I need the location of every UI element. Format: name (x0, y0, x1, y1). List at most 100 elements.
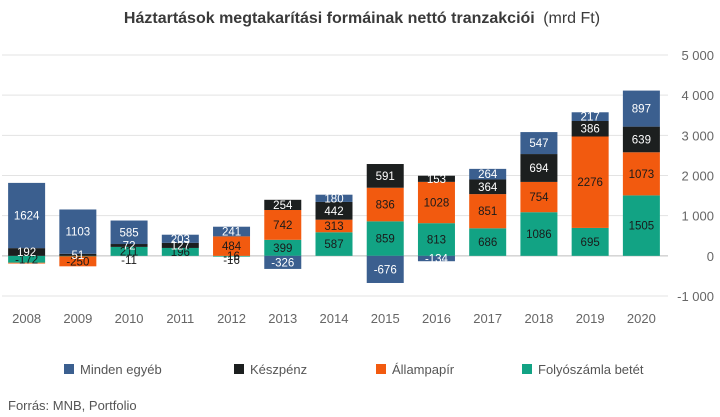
x-tick-label: 2011 (166, 311, 194, 326)
chart-title: Háztartások megtakarítási formáinak nett… (124, 10, 600, 27)
bar-segment (8, 255, 46, 263)
bar-segment (417, 175, 455, 182)
data-label: 1086 (526, 229, 552, 241)
data-label: 1505 (629, 221, 655, 233)
data-label: 442 (324, 206, 343, 218)
x-tick-label: 2020 (627, 311, 656, 326)
x-tick-label: 2017 (473, 311, 502, 326)
data-label: 180 (324, 193, 343, 205)
bar-segment (622, 126, 660, 153)
data-label: 897 (632, 104, 651, 116)
bar-segment (520, 181, 558, 213)
data-label: 694 (529, 163, 549, 175)
bar-segment (264, 255, 302, 269)
data-label: 754 (529, 192, 549, 204)
data-label: 386 (581, 124, 600, 136)
bar-segment (59, 256, 97, 267)
legend-swatch (522, 364, 532, 374)
data-label: 241 (222, 227, 241, 239)
data-label: 742 (273, 220, 292, 232)
bar-segment (571, 112, 609, 121)
data-label: 254 (273, 200, 293, 212)
legend-swatch (234, 364, 244, 374)
x-tick-label: 2009 (63, 311, 92, 326)
bar-segment (366, 221, 404, 256)
y-axis-ticks: -1 000 0 1 000 2 000 3 000 4 000 5 000 (677, 48, 714, 304)
data-label: 1103 (65, 227, 90, 239)
bar-segment (520, 212, 558, 256)
y-tick-label: 1 000 (681, 209, 714, 224)
legend-label: Minden egyéb (80, 362, 162, 377)
bar-segment (571, 136, 609, 228)
bar-segment (213, 236, 251, 256)
y-tick-label: 2 000 (681, 169, 714, 184)
data-label: 686 (478, 237, 497, 249)
data-label: 851 (478, 206, 497, 218)
bar-segment (161, 234, 199, 243)
grid-lines (2, 54, 668, 297)
bar-segment (59, 209, 97, 254)
y-tick-label: 4 000 (681, 88, 714, 103)
bar-segment (59, 253, 97, 256)
bar-segment (264, 239, 302, 256)
bar-segment (417, 223, 455, 256)
data-label: 211 (120, 246, 138, 258)
chart-title-main: Háztartások megtakarítási formáinak nett… (124, 10, 535, 27)
data-label: -676 (374, 264, 397, 276)
legend-label: Készpénz (250, 362, 307, 377)
bar-segment (8, 262, 46, 264)
data-label: -326 (271, 257, 294, 269)
bar-segment (571, 120, 609, 137)
bar-segment (571, 227, 609, 256)
bar-segment (417, 181, 455, 224)
legend-swatch (64, 364, 74, 374)
data-label: -16 (223, 255, 240, 267)
bar-segment (8, 182, 46, 249)
data-label: -172 (15, 254, 38, 266)
svg-text:Háztartások megtakarítási form: Háztartások megtakarítási formáinak nett… (124, 10, 600, 27)
y-tick-label: 0 (707, 249, 714, 264)
data-label: 639 (632, 134, 651, 146)
chart-title-unit: (mrd Ft) (543, 10, 600, 27)
x-tick-label: 2013 (268, 311, 297, 326)
bar-segment (520, 154, 558, 182)
source-note: Forrás: MNB, Portfolio (8, 398, 137, 413)
bar-segment (161, 242, 199, 248)
data-label: 217 (581, 112, 600, 124)
x-tick-label: 2012 (217, 311, 246, 326)
bar-segment (315, 194, 353, 202)
data-label: 313 (324, 221, 343, 233)
data-label: 859 (376, 234, 395, 246)
bar-segment (110, 244, 148, 247)
bar-segment (622, 90, 660, 127)
x-tick-label: 2008 (12, 311, 41, 326)
bar-segment (213, 255, 251, 257)
data-label: 587 (324, 239, 343, 251)
data-label: -16 (223, 251, 240, 263)
x-tick-label: 2014 (320, 311, 349, 326)
data-label: 153 (427, 174, 446, 186)
x-tick-label: 2010 (115, 311, 144, 326)
data-label: -11 (121, 255, 137, 267)
data-label: 585 (119, 227, 138, 239)
bar-segment (417, 255, 455, 262)
bar-segment (469, 228, 507, 256)
bar-segment (520, 132, 558, 155)
bar-segment (110, 220, 148, 245)
data-label: 591 (376, 171, 395, 183)
legend-swatch (376, 364, 386, 374)
legend-label: Folyószámla betét (538, 362, 644, 377)
data-label: 836 (376, 200, 395, 212)
bar-segment (315, 201, 353, 220)
x-axis-ticks: 2008 2009 2010 2011 2012 2013 2014 2015 2016 2017… (12, 311, 656, 326)
data-label: 192 (17, 247, 36, 259)
bar-segment (59, 255, 97, 257)
x-tick-label: 2018 (524, 311, 553, 326)
bar-segment (622, 195, 660, 256)
data-label: -250 (66, 256, 89, 268)
data-label: -134 (425, 254, 449, 266)
data-label: 695 (581, 237, 600, 249)
data-label: 127 (171, 240, 190, 252)
data-label: 196 (171, 247, 190, 259)
